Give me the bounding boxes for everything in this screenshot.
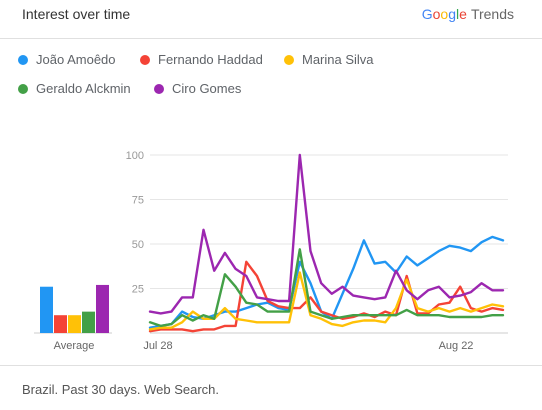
average-bar: [96, 284, 109, 333]
logo-letter: o: [432, 6, 441, 22]
average-bars: [40, 284, 109, 333]
legend-label: Geraldo Alckmin: [36, 81, 131, 96]
logo-letter: l: [456, 6, 460, 22]
legend-dot-icon: [18, 54, 28, 65]
average-bar: [40, 286, 53, 333]
legend-dot-icon: [18, 83, 28, 94]
average-bar: [82, 311, 95, 333]
legend-dot-icon: [284, 54, 294, 65]
logo-trends-text: Trends: [470, 6, 514, 22]
legend-dot-icon: [154, 83, 164, 94]
series-line: [148, 271, 505, 331]
legend-item-marina-silva[interactable]: Marina Silva: [284, 52, 374, 67]
logo-letter: o: [440, 6, 449, 22]
x-tick-label: Aug 22: [439, 340, 474, 352]
legend-label: Ciro Gomes: [172, 81, 242, 96]
logo-letter: g: [448, 6, 457, 22]
series-line: [148, 248, 505, 328]
y-tick-label: 100: [126, 150, 144, 162]
axis-labels: 25 50 75 100 Jul 28 Aug 22 Average: [54, 150, 474, 352]
series-line: [148, 260, 505, 333]
y-tick-label: 75: [132, 195, 144, 207]
chart-header: Interest over time Google Trends: [0, 0, 542, 39]
legend-dot-icon: [140, 54, 150, 65]
average-bar: [54, 315, 67, 333]
y-tick-label: 50: [132, 239, 144, 251]
legend-item-geraldo-alckmin[interactable]: Geraldo Alckmin: [18, 81, 131, 96]
chart-title: Interest over time: [22, 6, 131, 22]
series-line: [148, 153, 505, 315]
legend-item-fernando-haddad[interactable]: Fernando Haddad: [140, 52, 263, 67]
x-tick-label: Jul 28: [143, 340, 172, 352]
google-trends-logo: Google Trends: [422, 6, 514, 22]
legend-label: Marina Silva: [302, 52, 374, 67]
average-label: Average: [54, 340, 95, 352]
legend-label: Fernando Haddad: [158, 52, 263, 67]
logo-letter: e: [459, 6, 467, 22]
interest-chart[interactable]: 25 50 75 100 Jul 28 Aug 22 Average: [0, 0, 542, 365]
legend-item-ciro-gomes[interactable]: Ciro Gomes: [154, 81, 241, 96]
logo-letter: G: [421, 6, 433, 22]
average-bar: [68, 315, 81, 333]
footer-text: Brazil. Past 30 days. Web Search.: [22, 382, 220, 397]
legend-item-joao-amoedo[interactable]: João Amoêdo: [18, 52, 116, 67]
series-lines: [148, 153, 505, 333]
y-tick-label: 25: [132, 284, 144, 296]
chart-footer: Brazil. Past 30 days. Web Search.: [0, 365, 542, 410]
legend-label: João Amoêdo: [36, 52, 116, 67]
